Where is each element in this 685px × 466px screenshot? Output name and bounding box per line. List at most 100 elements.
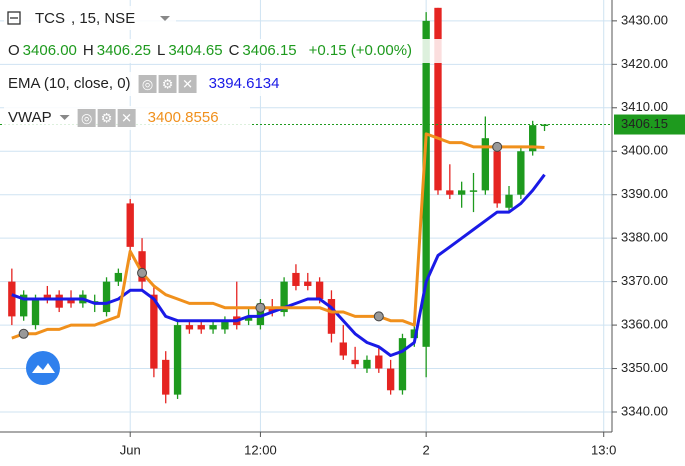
- candle-body: [446, 190, 454, 195]
- y-tick-label: 3420.00: [621, 56, 668, 71]
- candle-body: [493, 151, 501, 204]
- vwap-marker: [255, 302, 266, 313]
- y-tick-label: 3430.00: [621, 12, 668, 27]
- indicator-button: [117, 109, 136, 127]
- candle-body: [43, 294, 52, 300]
- price-box: [614, 114, 685, 135]
- header-bg: [4, 39, 480, 63]
- candle-body: [126, 203, 134, 247]
- candle-body: [339, 342, 347, 356]
- candle-body: [268, 307, 276, 313]
- indicator-name: EMA (10, close, 0): [8, 75, 131, 92]
- y-tick-label: 3410.00: [621, 99, 668, 114]
- y-tick-label: 3380.00: [621, 230, 668, 245]
- candle-body: [540, 124, 549, 127]
- candle-body: [327, 299, 336, 334]
- candle-body: [221, 320, 229, 330]
- indicator-icon: ◎: [142, 76, 153, 91]
- ohlc-key: O: [8, 42, 20, 59]
- ohlc-key: C: [229, 42, 240, 59]
- candle-body: [292, 272, 300, 286]
- y-tick-label: 3400.00: [621, 143, 668, 158]
- candle-body: [185, 325, 194, 330]
- indicator-line: [11, 132, 545, 340]
- ohlc-value: 3406.25: [97, 42, 151, 59]
- y-tick-label: 3350.00: [621, 360, 668, 375]
- indicator-button: [138, 75, 157, 93]
- ohlc-key: H: [83, 42, 94, 59]
- indicator-icon: ✕: [182, 76, 193, 91]
- indicator-icon: ◎: [81, 110, 92, 125]
- indicator-icon: ⚙: [101, 110, 113, 125]
- vwap-marker: [492, 141, 503, 152]
- candle-body: [67, 299, 75, 304]
- candle-body: [197, 325, 205, 330]
- candle-body: [457, 190, 466, 195]
- candle-body: [422, 20, 430, 347]
- price-label: 3406.15: [621, 116, 668, 131]
- candle-body: [398, 338, 407, 391]
- indicator-value: 3394.6134: [209, 75, 280, 92]
- candle-body: [363, 359, 371, 369]
- indicator-value: 3400.8556: [148, 109, 219, 126]
- candle-body: [410, 329, 418, 339]
- candle-body: [517, 151, 525, 195]
- candle-body: [529, 125, 537, 152]
- candle-body: [244, 316, 253, 321]
- ohlc-value: 3406.00: [23, 42, 77, 59]
- x-tick-label: 13:0: [591, 442, 616, 457]
- candle-body: [114, 272, 123, 282]
- vwap-marker: [137, 267, 148, 278]
- candle-body: [304, 281, 312, 286]
- candle-body: [173, 325, 182, 395]
- y-tick-label: 3340.00: [621, 403, 668, 418]
- indicator-icon: ✕: [121, 110, 132, 125]
- logo: [26, 351, 60, 385]
- vwap-marker: [373, 311, 384, 322]
- indicator-button: [97, 109, 116, 127]
- candle-body: [481, 138, 490, 191]
- x-tick-label: 12:00: [244, 442, 277, 457]
- vwap-marker: [18, 328, 29, 339]
- y-tick-label: 3370.00: [621, 273, 668, 288]
- header-bg: [4, 6, 176, 30]
- candle-body: [505, 194, 513, 208]
- x-tick-label: 2: [423, 442, 430, 457]
- candle-body: [375, 355, 383, 369]
- change: +0.15 (+0.00%): [309, 42, 412, 59]
- candle-body: [315, 281, 324, 300]
- candle-body: [55, 294, 63, 308]
- symbol-details: , 15, NSE: [71, 10, 135, 27]
- dropdown: [59, 115, 70, 120]
- ohlc-key: L: [157, 42, 165, 59]
- candle-body: [8, 281, 16, 317]
- candle-body: [351, 359, 359, 365]
- y-tick-label: 3390.00: [621, 186, 668, 201]
- dropdown: [160, 16, 170, 21]
- ohlc-value: 3406.15: [242, 42, 296, 59]
- candle-body: [102, 281, 111, 313]
- candle-body: [31, 299, 40, 326]
- y-tick-label: 3360.00: [621, 317, 668, 332]
- candle-body: [434, 7, 442, 191]
- indicator-button: [178, 75, 197, 93]
- candle-body: [20, 294, 28, 317]
- candle-body: [256, 303, 265, 326]
- symbol: TCS: [35, 10, 65, 27]
- indicator-button: [158, 75, 177, 93]
- candle-body: [138, 251, 146, 282]
- ohlc-value: 3404.65: [168, 42, 222, 59]
- indicator-button: [77, 109, 96, 127]
- indicator-icon: ⚙: [162, 76, 174, 91]
- candle-body: [386, 368, 395, 391]
- indicator-line: [11, 173, 546, 357]
- candle-body: [280, 281, 288, 313]
- candle-body: [469, 190, 478, 192]
- candle-body: [209, 325, 217, 330]
- x-tick-label: Jun: [120, 442, 141, 457]
- indicator-name: VWAP: [8, 109, 52, 126]
